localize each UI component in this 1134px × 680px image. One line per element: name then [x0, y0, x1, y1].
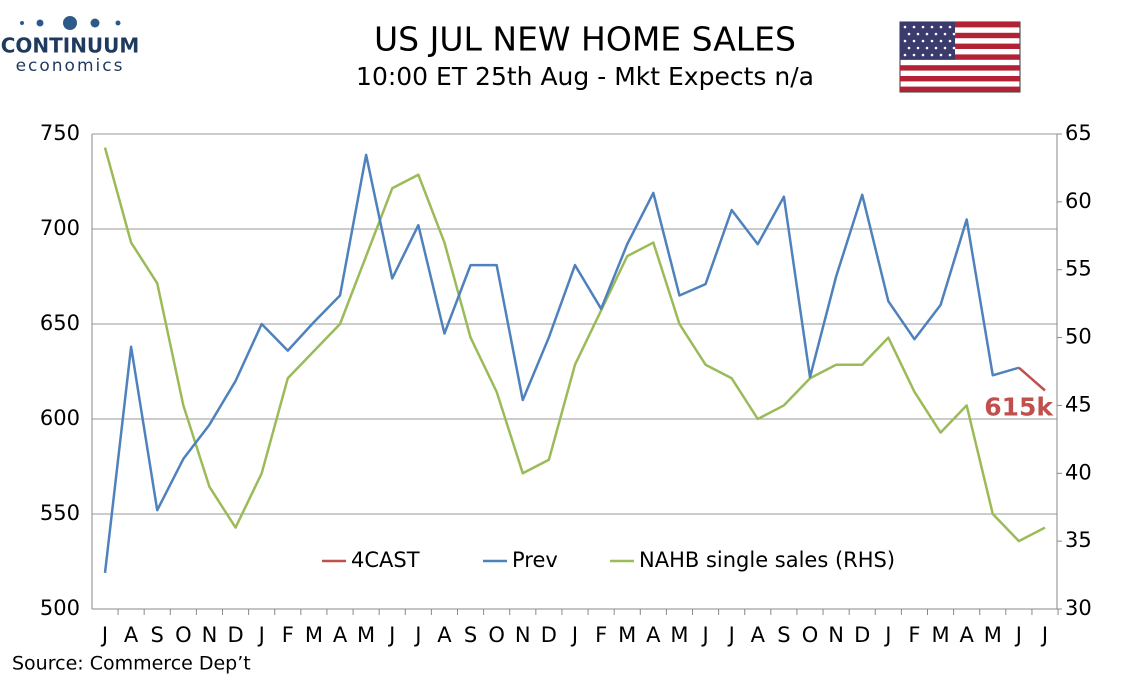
x-tick-label: M	[670, 623, 688, 647]
y2-tick-label: 30	[1065, 596, 1092, 620]
brand-sub: economics	[16, 56, 125, 76]
y-tick-label: 750	[40, 121, 80, 145]
y2-tick-label: 55	[1065, 257, 1092, 281]
x-tick-label: M	[357, 623, 375, 647]
y-tick-label: 550	[40, 501, 80, 525]
flag-star	[912, 53, 916, 57]
y2-tick-label: 45	[1065, 392, 1092, 416]
flag-star	[925, 32, 929, 36]
y2-tick-label: 35	[1065, 528, 1092, 552]
x-tick-label: M	[931, 623, 949, 647]
y-tick-label: 650	[40, 311, 80, 335]
flag-star	[921, 25, 925, 29]
flag-star	[948, 25, 952, 29]
flag-star	[934, 32, 938, 36]
x-tick-label: M	[984, 623, 1002, 647]
x-tick-label: A	[751, 623, 766, 647]
flag-star	[903, 39, 907, 43]
y2-tick-label: 50	[1065, 325, 1092, 349]
x-tick-label: M	[618, 623, 636, 647]
x-tick-label: A	[124, 623, 139, 647]
flag-star	[921, 39, 925, 43]
flag-star	[907, 32, 911, 36]
chart-title: US JUL NEW HOME SALES	[374, 20, 796, 59]
x-tick-label: M	[305, 623, 323, 647]
x-tick-label: J	[1040, 623, 1048, 647]
flag	[899, 21, 1021, 93]
x-tick-label: J	[570, 623, 578, 647]
x-tick-label: J	[387, 623, 395, 647]
flag-star	[912, 39, 916, 43]
x-tick-label: J	[700, 623, 708, 647]
flag-star	[930, 39, 934, 43]
y2-tick-label: 60	[1065, 189, 1092, 213]
x-tick-label: O	[175, 623, 192, 647]
flag-star	[930, 25, 934, 29]
flag-star	[903, 53, 907, 57]
flag-star	[952, 32, 956, 36]
data-label: 615k	[984, 393, 1054, 422]
x-tick-label: A	[437, 623, 452, 647]
series-line	[103, 147, 1046, 543]
x-tick-label: F	[282, 623, 294, 647]
flag-star	[921, 53, 925, 57]
flag-star	[943, 46, 947, 50]
flag-star	[939, 25, 943, 29]
x-tick-label: F	[595, 623, 607, 647]
x-tick-label: A	[646, 623, 661, 647]
flag-star	[916, 32, 920, 36]
flag-star	[952, 46, 956, 50]
chart-subtitle: 10:00 ET 25th Aug - Mkt Expects n/a	[356, 62, 814, 91]
legend-label: NAHB single sales (RHS)	[639, 548, 895, 572]
series-line	[103, 153, 1020, 574]
x-tick-label: O	[488, 623, 505, 647]
y2-tick-label: 65	[1065, 121, 1092, 145]
x-tick-label: N	[202, 623, 218, 647]
x-tick-label: S	[151, 623, 164, 647]
legend-label: 4CAST	[351, 548, 420, 572]
flag-star	[948, 39, 952, 43]
flag-star	[912, 25, 916, 29]
x-tick-label: D	[854, 623, 870, 647]
flag-star	[907, 46, 911, 50]
series-line	[1018, 366, 1046, 392]
flag-star	[939, 39, 943, 43]
logo	[20, 16, 121, 30]
y-tick-label: 600	[40, 406, 80, 430]
x-tick-label: S	[464, 623, 477, 647]
flag-star	[916, 46, 920, 50]
x-tick-label: J	[257, 623, 265, 647]
y-tick-label: 700	[40, 216, 80, 240]
x-tick-label: A	[959, 623, 974, 647]
x-tick-label: D	[541, 623, 557, 647]
x-tick-label: O	[802, 623, 819, 647]
brand: CONTINUUM	[1, 34, 140, 58]
x-tick-label: A	[333, 623, 348, 647]
x-tick-label: S	[777, 623, 790, 647]
flag-star	[948, 53, 952, 57]
flag-star	[930, 53, 934, 57]
x-tick-label: D	[227, 623, 243, 647]
source: Source: Commerce Dep’t	[12, 653, 251, 675]
x-tick-label: J	[100, 623, 108, 647]
x-tick-label: J	[413, 623, 421, 647]
flag-star	[925, 46, 929, 50]
y2-tick-label: 40	[1065, 460, 1092, 484]
flag-star	[939, 53, 943, 57]
x-tick-label: J	[727, 623, 735, 647]
y-tick-label: 500	[40, 596, 80, 620]
flag-star	[903, 25, 907, 29]
flag-star	[934, 46, 938, 50]
x-tick-label: J	[1014, 623, 1022, 647]
x-tick-label: N	[828, 623, 844, 647]
x-tick-label: N	[515, 623, 531, 647]
flag-star	[943, 32, 947, 36]
x-tick-label: J	[883, 623, 891, 647]
x-tick-label: F	[908, 623, 920, 647]
legend-label: Prev	[512, 548, 558, 572]
